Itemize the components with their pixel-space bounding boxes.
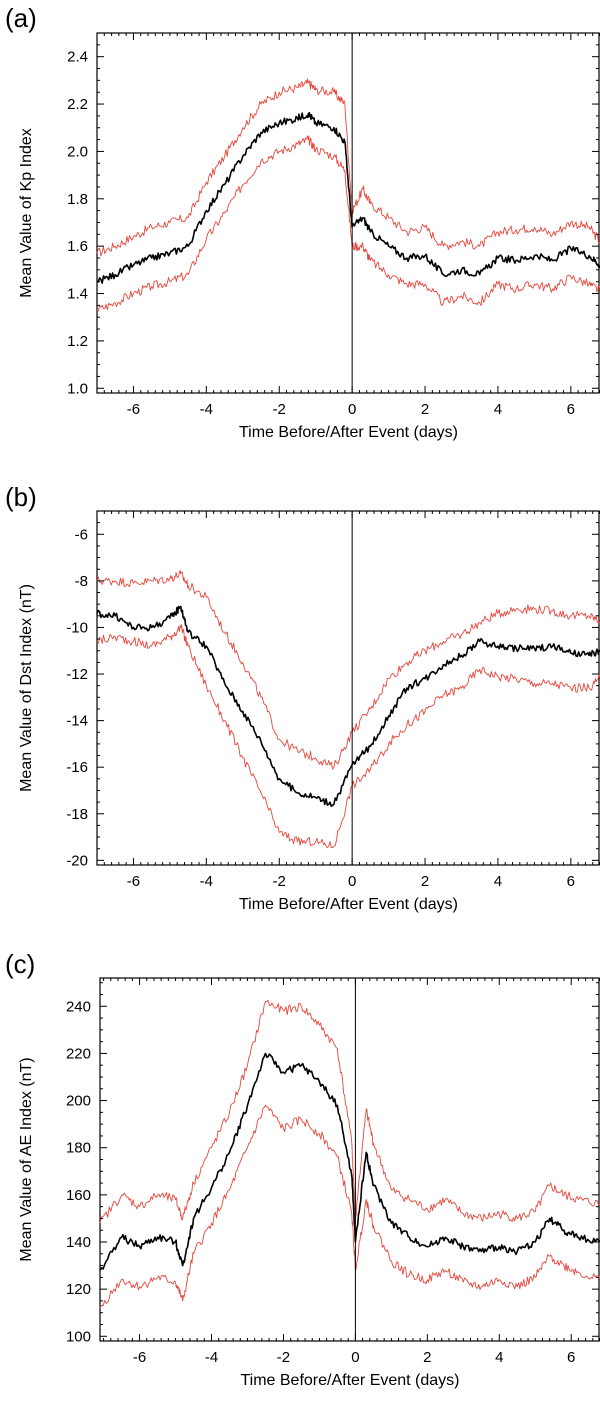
y-tick-label: 1.2: [67, 333, 88, 350]
y-tick-label: 2.0: [67, 143, 88, 160]
y-tick-label: 120: [66, 1281, 91, 1298]
series-line-lower: [99, 1104, 600, 1309]
x-tick-label: 4: [494, 401, 502, 418]
x-tick-label: 2: [421, 873, 429, 890]
plot-frame: [96, 32, 600, 394]
y-tick-label: -6: [75, 526, 88, 543]
series-line-mean: [99, 1052, 600, 1271]
panel-label: (b): [5, 482, 37, 512]
x-tick-label: -2: [273, 873, 286, 890]
y-tick-label: -18: [66, 806, 88, 823]
x-tick-label: 4: [495, 1349, 503, 1366]
series-line-mean: [96, 111, 600, 284]
y-tick-label: -8: [75, 573, 88, 590]
y-tick-label: 200: [66, 1093, 91, 1110]
series-line-mean: [96, 605, 600, 808]
y-tick-label: 1.6: [67, 238, 88, 255]
y-tick-label: -20: [66, 852, 88, 869]
panel-label: (a): [5, 3, 37, 33]
y-axis-title: Mean Value of AE Index (nT): [18, 1057, 35, 1261]
y-axis-title: Mean Value of Kp Index: [18, 128, 35, 298]
y-tick-label: 140: [66, 1234, 91, 1251]
y-tick-label: 220: [66, 1045, 91, 1062]
x-tick-label: 0: [348, 401, 356, 418]
x-tick-label: -2: [273, 401, 286, 418]
plot-frame: [96, 510, 600, 866]
series-line-lower: [96, 135, 600, 312]
x-tick-label: -2: [277, 1349, 290, 1366]
series-line-lower: [96, 624, 600, 849]
x-tick-label: 0: [351, 1349, 359, 1366]
x-tick-label: -4: [200, 401, 213, 418]
panel-1: (b)-6 -4 -2 0 2 4 6-20-18-16-14-12-10-8-6Time …: [5, 482, 600, 913]
x-tick-label: 6: [567, 873, 575, 890]
x-tick-label: -4: [205, 1349, 218, 1366]
y-axis-title: Mean Value of Dst Index (nT): [18, 584, 35, 792]
y-tick-label: 1.0: [67, 380, 88, 397]
y-tick-label: 160: [66, 1187, 91, 1204]
y-tick-label: 100: [66, 1328, 91, 1345]
x-tick-label: 0: [348, 873, 356, 890]
y-tick-label: -12: [66, 666, 88, 683]
x-tick-label: 2: [421, 401, 429, 418]
series-line-upper: [96, 569, 600, 770]
y-tick-label: 2.4: [67, 49, 88, 66]
x-tick-label: 6: [567, 401, 575, 418]
y-tick-label: -10: [66, 619, 88, 636]
x-tick-label: -6: [133, 1349, 146, 1366]
y-tick-label: -16: [66, 759, 88, 776]
panel-2: (c) -6 -4 -2 0 2 4 6 100 120 140 160 180 200 220 240 Tim…: [5, 949, 600, 1389]
x-tick-label: 6: [567, 1349, 575, 1366]
x-axis-title: Time Before/After Event (days): [240, 1372, 459, 1389]
y-tick-label: 1.4: [67, 286, 88, 303]
x-tick-label: -6: [127, 873, 140, 890]
y-tick-label: -14: [66, 713, 88, 730]
x-axis-title: Time Before/After Event (days): [239, 896, 458, 913]
x-tick-label: 4: [494, 873, 502, 890]
y-tick-label: 240: [66, 998, 91, 1015]
series-line-upper: [96, 78, 600, 257]
x-tick-label: -6: [127, 401, 140, 418]
y-tick-label: 1.8: [67, 191, 88, 208]
series-line-upper: [99, 999, 600, 1224]
x-tick-label: 2: [423, 1349, 431, 1366]
y-tick-label: 2.2: [67, 96, 88, 113]
panel-0: (a) -6 -4 -2 0 2 4 6 1.0 1.2 1.4 1.6 1.8 2.0 2.2 2.4 Tim…: [5, 3, 600, 441]
panel-label: (c): [5, 949, 35, 979]
x-axis-title: Time Before/After Event (days): [239, 424, 458, 441]
y-tick-label: 180: [66, 1140, 91, 1157]
x-tick-label: -4: [200, 873, 213, 890]
